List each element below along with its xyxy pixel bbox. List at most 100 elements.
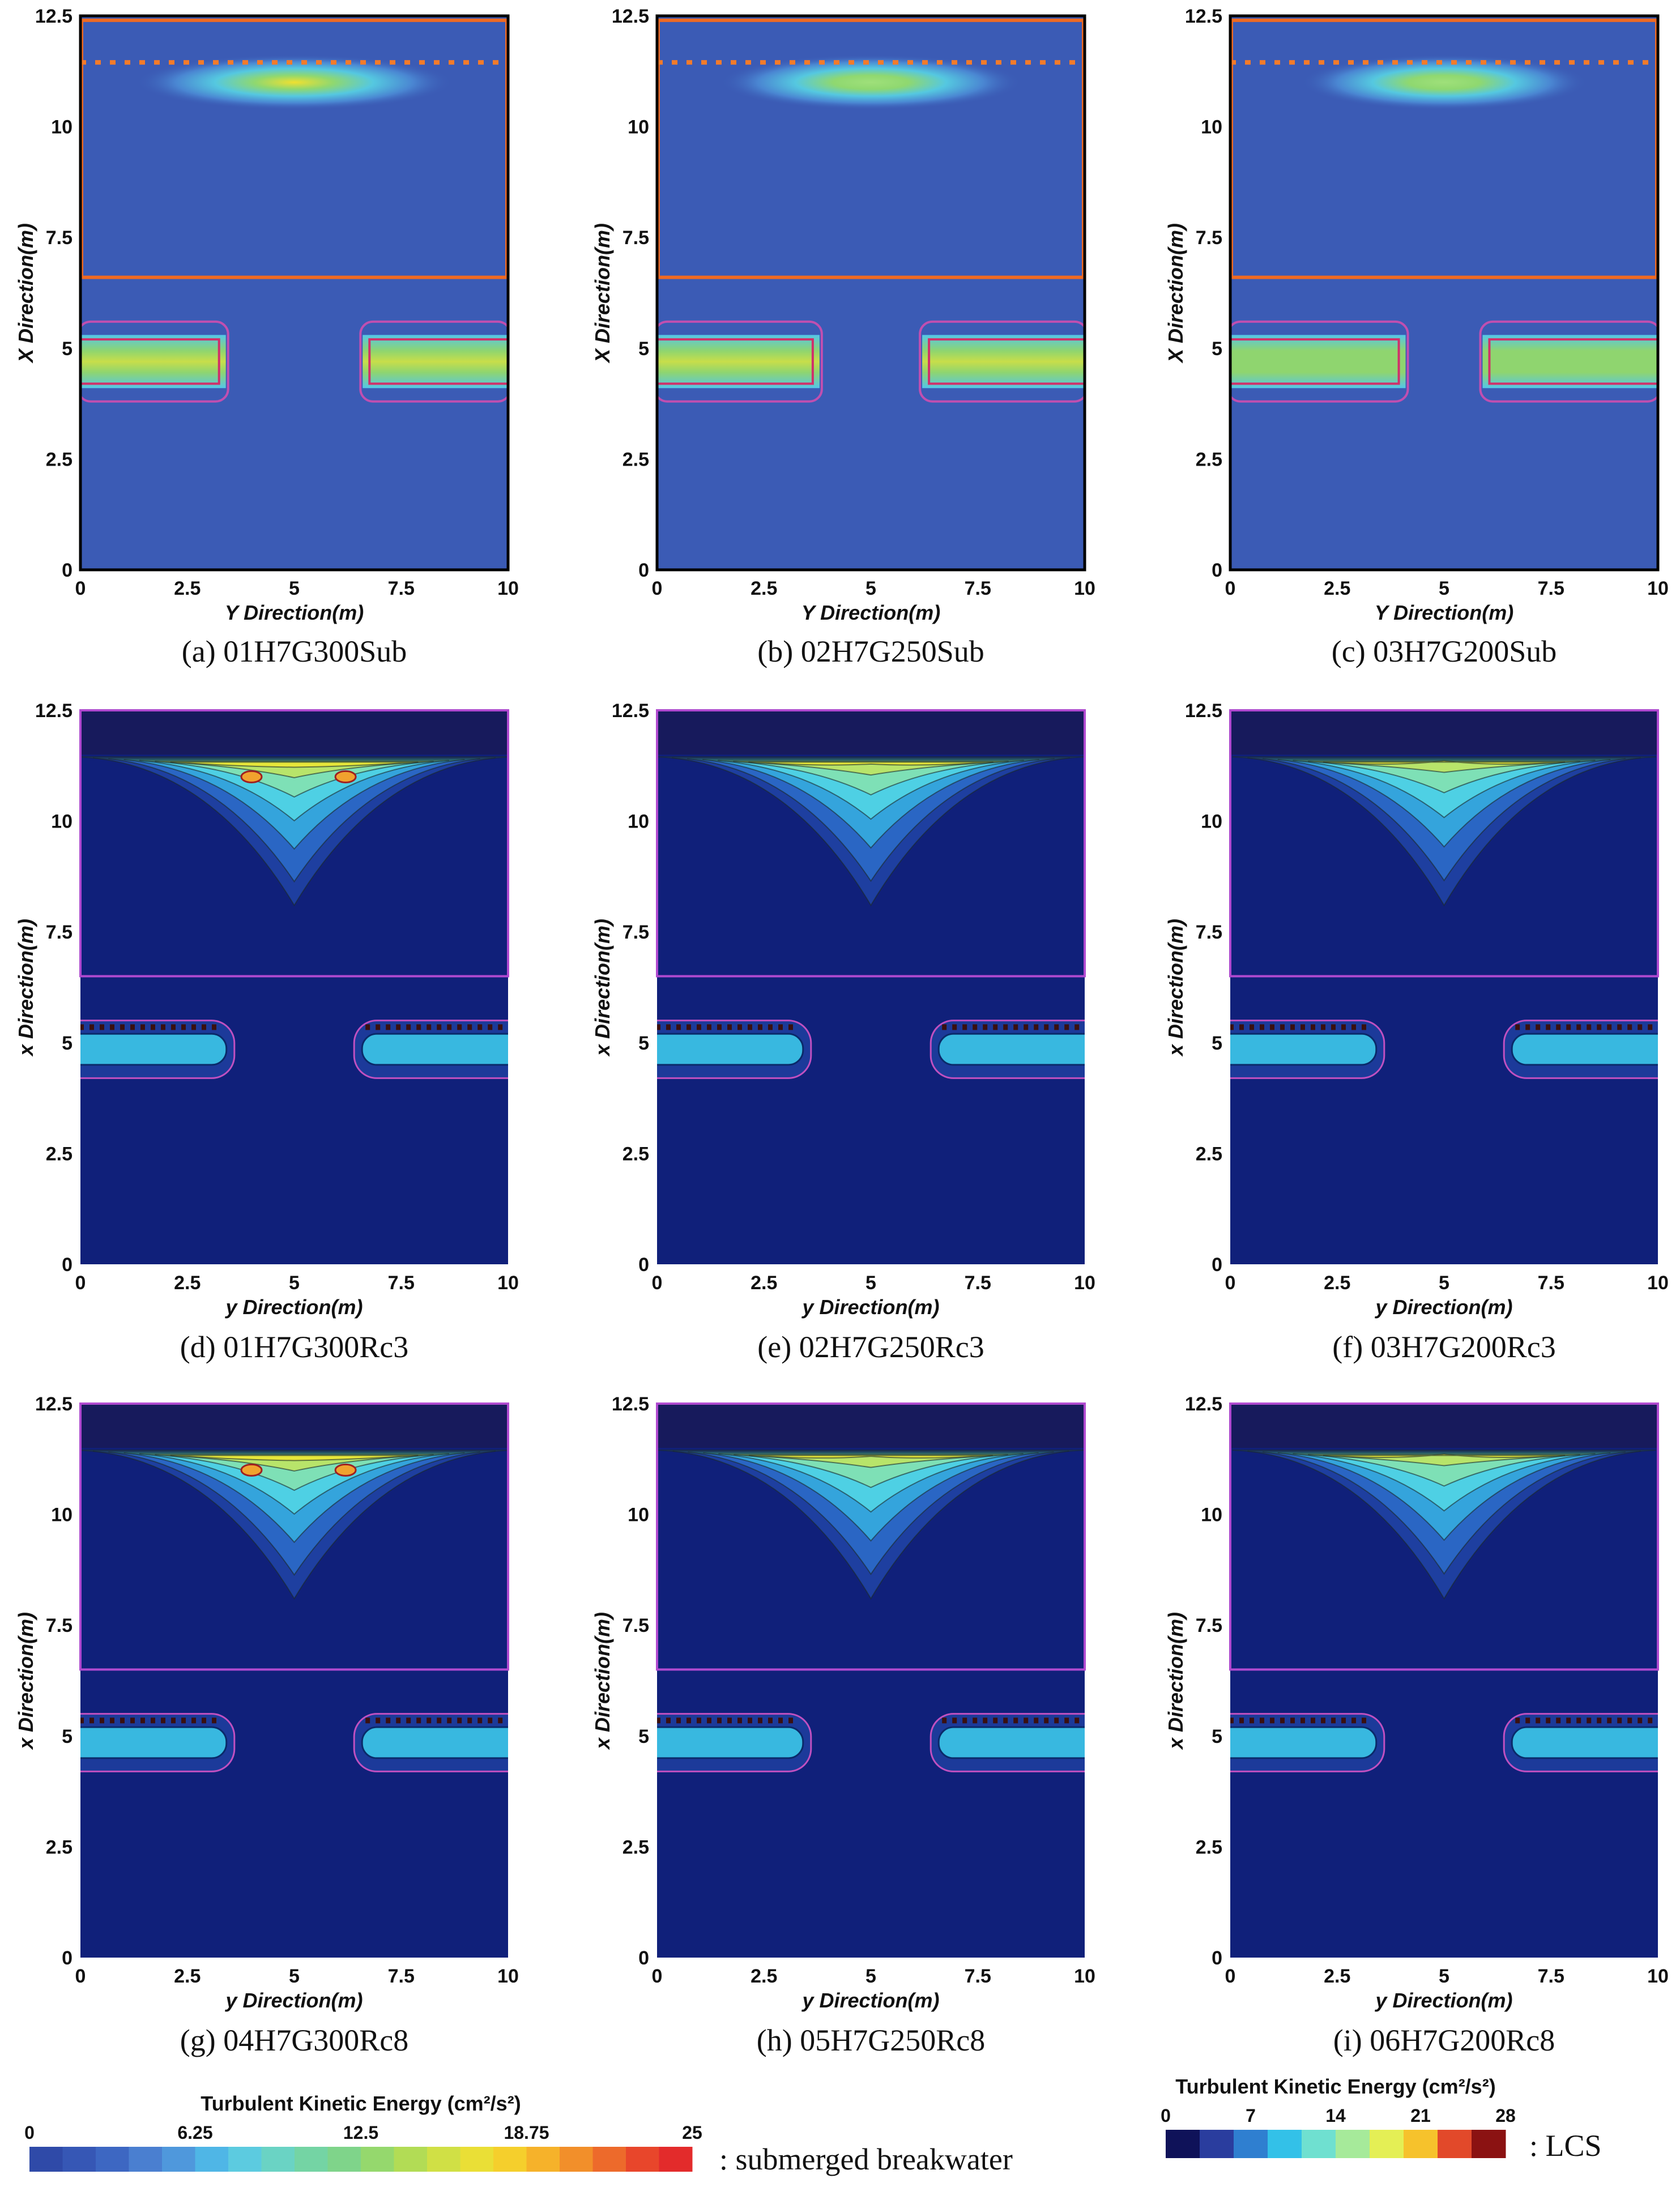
legend-note: : LCS <box>1529 2129 1602 2163</box>
x-axis-label: y Direction(m) <box>801 1989 939 2012</box>
x-tick-label: 5 <box>865 1966 876 1987</box>
y-tick-label: 2.5 <box>46 1143 73 1165</box>
legend-swatch <box>427 2147 460 2172</box>
upper-band <box>80 710 508 755</box>
x-axis-label: Y Direction(m) <box>801 601 940 624</box>
lcs-body-2 <box>361 1726 508 1759</box>
x-tick-label: 5 <box>1439 1966 1449 1987</box>
upper-band <box>80 1404 508 1448</box>
legend-swatch <box>1404 2130 1438 2158</box>
y-tick-label: 2.5 <box>622 1143 649 1165</box>
y-tick-label: 2.5 <box>46 1836 73 1858</box>
legend-tick: 12.5 <box>343 2122 378 2143</box>
y-tick-label: 0 <box>62 1947 73 1969</box>
y-tick-label: 0 <box>1212 1947 1222 1969</box>
legend-swatch <box>162 2147 195 2172</box>
breakwater-2 <box>922 335 1085 389</box>
legend-swatch <box>1438 2130 1472 2158</box>
x-tick-label: 7.5 <box>965 578 991 599</box>
y-tick-label: 7.5 <box>1196 922 1222 943</box>
legend-layer: Turbulent Kinetic Energy (cm²/s²)0 6.25 12… <box>24 2075 1601 2176</box>
breakwater-2 <box>1482 335 1658 389</box>
y-tick-label: 7.5 <box>1196 1615 1222 1636</box>
x-tick-label: 5 <box>289 1272 300 1294</box>
lcs-body-1 <box>657 1033 804 1066</box>
contour-4 <box>139 760 449 798</box>
y-tick-label: 2.5 <box>1196 1143 1222 1165</box>
x-tick-label: 2.5 <box>1324 1966 1350 1987</box>
panel-a: 0 2.5 5 7.5 10 0 2.5 5 7.5 10 12.5 Y Direction(m) X … <box>14 6 519 668</box>
legend-swatch <box>1472 2130 1506 2158</box>
breakwater-1 <box>657 335 820 389</box>
x-axis-label: y Direction(m) <box>801 1295 939 1319</box>
lcs-zone-frame <box>656 1402 1086 1671</box>
plume <box>1301 54 1587 110</box>
x-tick-label: 2.5 <box>174 1966 201 1987</box>
x-axis-label: y Direction(m) <box>1374 1989 1512 2012</box>
breakwater-core-1 <box>80 338 220 385</box>
lcs-body-1 <box>1230 1726 1378 1759</box>
x-tick-label: 7.5 <box>1538 1272 1564 1294</box>
panels-layer: 0 2.5 5 7.5 10 0 2.5 5 7.5 10 12.5 Y Direction(m) X … <box>14 6 1669 2057</box>
y-tick-label: 5 <box>638 338 649 360</box>
legend-tick: 14 <box>1325 2105 1346 2126</box>
x-tick-label: 7.5 <box>965 1966 991 1987</box>
y-tick-label: 0 <box>62 1254 73 1276</box>
y-tick-label: 0 <box>62 560 73 581</box>
panel-caption: (f) 03H7G200Rc3 <box>1332 1330 1555 1364</box>
y-tick-label: 7.5 <box>622 1615 649 1636</box>
y-tick-label: 7.5 <box>622 227 649 249</box>
legend-swatch <box>228 2147 262 2172</box>
legend-submerged: Turbulent Kinetic Energy (cm²/s²) 0 6.25 12… <box>24 2092 1013 2176</box>
legend-swatch <box>195 2147 229 2172</box>
lcs-body-2 <box>1511 1726 1658 1759</box>
legend-swatch <box>129 2147 163 2172</box>
legend-note: : submerged breakwater <box>719 2142 1013 2176</box>
legend-swatch <box>327 2147 361 2172</box>
contour-4 <box>718 760 1024 796</box>
field <box>657 16 1085 570</box>
breakwater-outline-2 <box>359 320 508 403</box>
x-tick-label: 2.5 <box>751 1966 777 1987</box>
legend-tick: 6.25 <box>177 2122 212 2143</box>
contour-4 <box>718 1453 1024 1489</box>
panel-caption: (b) 02H7G250Sub <box>757 634 984 668</box>
x-tick-label: 7.5 <box>388 1966 415 1987</box>
y-axis-label: x Direction(m) <box>1164 1612 1187 1750</box>
y-tick-label: 0 <box>1212 560 1222 581</box>
legend-swatch <box>1200 2130 1234 2158</box>
x-tick-label: 10 <box>497 1966 519 1987</box>
x-tick-label: 5 <box>1439 1272 1449 1294</box>
contour-6 <box>170 1455 419 1461</box>
y-tick-label: 12.5 <box>35 6 73 27</box>
legend-swatch <box>394 2147 428 2172</box>
lcs-zone-frame <box>1229 709 1659 978</box>
x-tick-label: 10 <box>497 1272 519 1294</box>
panel-f: 0 2.5 5 7.5 10 0 2.5 5 7.5 10 12.5 y Direction(m) x … <box>1164 700 1669 1364</box>
contour-6 <box>748 761 993 766</box>
x-tick-label: 5 <box>289 578 300 599</box>
contour-4 <box>1293 760 1596 794</box>
legend-swatch <box>96 2147 129 2172</box>
x-tick-label: 10 <box>1074 1272 1095 1294</box>
legend-swatch <box>1302 2130 1336 2158</box>
y-tick-label: 12.5 <box>35 700 73 722</box>
x-tick-label: 0 <box>1225 578 1236 599</box>
breakwater-core-2 <box>368 338 508 385</box>
y-tick-label: 10 <box>628 811 649 833</box>
contour-6 <box>170 761 419 768</box>
y-tick-label: 10 <box>51 1504 73 1526</box>
legend-swatch <box>29 2147 63 2172</box>
y-tick-label: 12.5 <box>612 6 649 27</box>
x-tick-label: 0 <box>1225 1272 1236 1294</box>
x-tick-label: 10 <box>1647 578 1669 599</box>
legend-swatch <box>493 2147 527 2172</box>
lcs-zone-frame <box>79 1402 509 1671</box>
field <box>1230 710 1658 1264</box>
y-tick-label: 10 <box>1201 1504 1222 1526</box>
x-tick-label: 5 <box>1439 578 1449 599</box>
breakwater-core-2 <box>928 338 1085 385</box>
legend-swatch <box>592 2147 626 2172</box>
x-tick-label: 10 <box>497 578 519 599</box>
